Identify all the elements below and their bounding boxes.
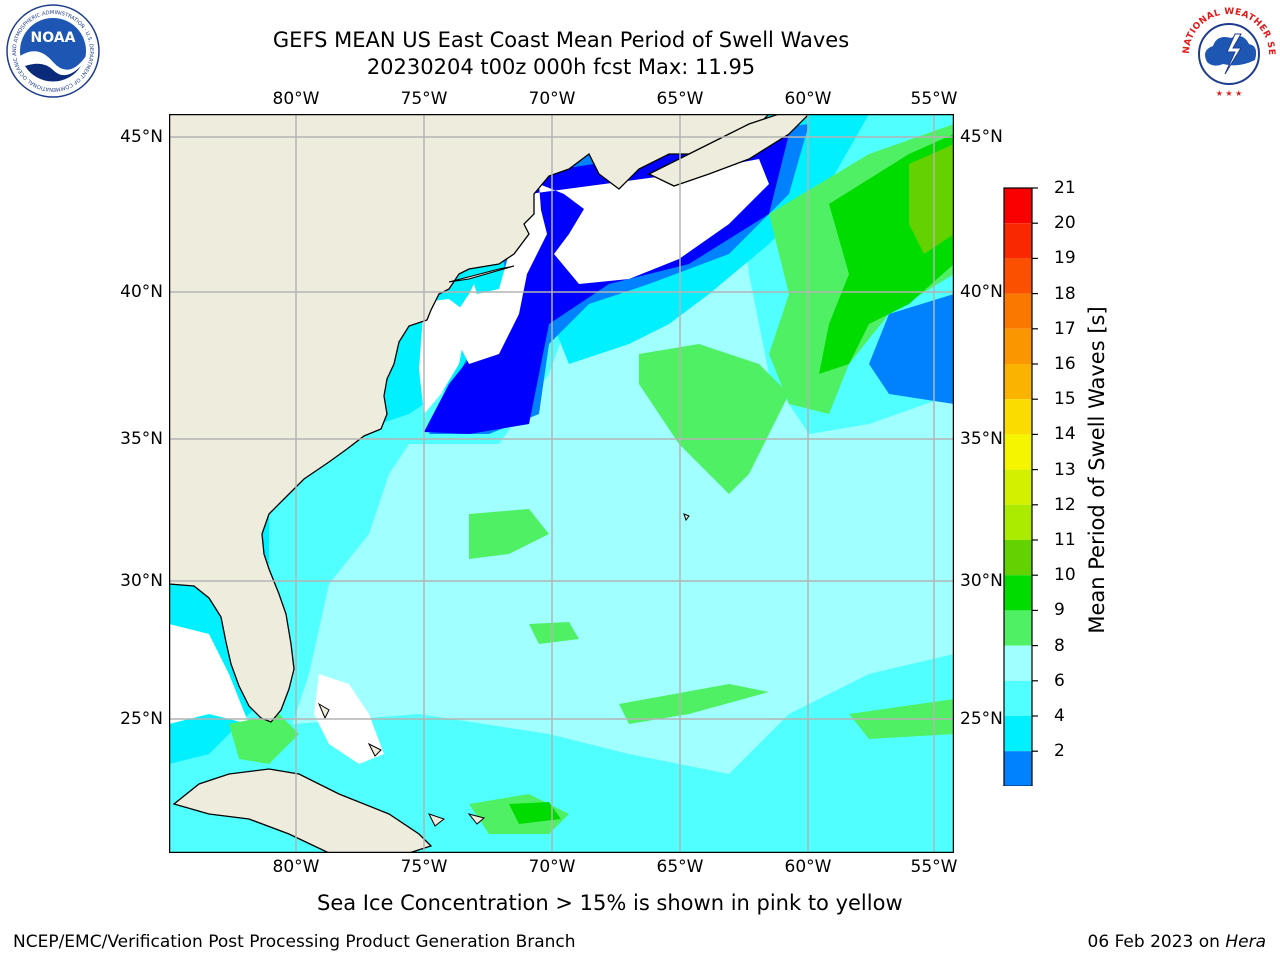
lon-label-top-60w: 60°W xyxy=(784,89,832,109)
lon-label-bottom-70w: 70°W xyxy=(528,857,576,877)
colorbar-tick-label: 2 xyxy=(1054,741,1065,762)
credit-text: NCEP/EMC/Verification Post Processing Pr… xyxy=(13,932,576,952)
noaa-logo-text: NOAA xyxy=(31,30,76,46)
colorbar-segment xyxy=(1004,680,1032,716)
graticule xyxy=(169,114,954,853)
colorbar-tick-label: 9 xyxy=(1054,600,1065,621)
colorbar-segment xyxy=(1004,258,1032,294)
colorbar-segment xyxy=(1004,716,1032,752)
lat-label-left-40n: 40°N xyxy=(120,282,163,302)
colorbar-segment xyxy=(1004,504,1032,540)
colorbar-segment xyxy=(1004,328,1032,364)
date-text: 06 Feb 2023 on xyxy=(1087,932,1226,952)
colorbar-tick-label: 15 xyxy=(1054,389,1076,410)
no-data-florida-west xyxy=(169,624,249,724)
chart-subtitle: 20230204 t00z 000h fcst Max: 11.95 xyxy=(366,55,756,79)
colorbar-segment xyxy=(1004,434,1032,470)
lon-label-bottom-75w: 75°W xyxy=(400,857,448,877)
colorbar-segment xyxy=(1004,399,1032,435)
lat-label-left-45n: 45°N xyxy=(120,127,163,147)
lat-label-right-40n: 40°N xyxy=(960,282,1003,302)
lat-label-right-45n: 45°N xyxy=(960,127,1003,147)
colorbar-segment xyxy=(1004,540,1032,576)
colorbar-segment xyxy=(1004,575,1032,611)
colorbar-segment xyxy=(1004,469,1032,505)
swell-9-10-southeast xyxy=(619,684,769,724)
land-nova-scotia xyxy=(647,114,810,187)
swell-9-10-offshore xyxy=(469,509,549,559)
colorbar-segment xyxy=(1004,188,1032,224)
lon-label-top-65w: 65°W xyxy=(656,89,704,109)
bahamas-islands xyxy=(317,513,690,827)
lon-label-bottom-80w: 80°W xyxy=(272,857,320,877)
colorbar-tick-label: 11 xyxy=(1054,530,1076,550)
colorbar-segment xyxy=(1004,364,1032,400)
colorbar-tick-label: 4 xyxy=(1054,706,1065,726)
lon-label-top-70w: 70°W xyxy=(528,89,576,109)
lat-label-right-25n: 25°N xyxy=(960,709,1003,729)
colorbar-tick-label: 8 xyxy=(1054,635,1065,656)
lon-label-bottom-65w: 65°W xyxy=(656,857,704,877)
swell-10-11-east-strip xyxy=(909,144,954,254)
machine-name: Hera xyxy=(1225,932,1266,952)
colorbar-label: Mean Period of Swell Waves [s] xyxy=(1085,306,1109,634)
colorbar-tick-label: 16 xyxy=(1054,354,1076,374)
colorbar-segment xyxy=(1004,293,1032,329)
colorbar-tick-label: 6 xyxy=(1054,670,1065,691)
colorbar-segment xyxy=(1004,751,1032,786)
colorbar-tick-label: 19 xyxy=(1054,248,1076,269)
lat-label-left-35n: 35°N xyxy=(120,429,163,449)
swell-band-2-4-east xyxy=(869,294,954,404)
lon-label-bottom-55w: 55°W xyxy=(910,857,958,877)
sea-ice-footnote: Sea Ice Concentration > 15% is shown in … xyxy=(317,891,903,915)
lon-label-top-80w: 80°W xyxy=(272,89,320,109)
lat-label-left-25n: 25°N xyxy=(120,709,163,729)
chart-title: GEFS MEAN US East Coast Mean Period of S… xyxy=(272,28,850,52)
colorbar-segment xyxy=(1004,645,1032,681)
land-cuba xyxy=(172,768,433,853)
colorbar-border xyxy=(1003,187,1033,786)
lat-label-left-30n: 30°N xyxy=(120,571,163,591)
swell-10-11-caribbean xyxy=(509,802,561,824)
map-border xyxy=(169,114,954,853)
nws-logo: NATIONAL WEATHER SERVICE ★ ★ ★ xyxy=(1179,4,1276,98)
colorbar-segment xyxy=(1004,223,1032,259)
swell-9-10-central xyxy=(639,344,789,494)
colorbar-tick-label: 14 xyxy=(1054,424,1076,445)
colorbar-segment xyxy=(1004,610,1032,646)
colorbar-tick-label: 21 xyxy=(1054,178,1076,198)
lon-label-bottom-60w: 60°W xyxy=(784,857,832,877)
lon-label-top-75w: 75°W xyxy=(400,89,448,109)
colorbar-tick-label: 13 xyxy=(1054,459,1076,480)
date-stamp: 06 Feb 2023 on Hera xyxy=(1088,932,1266,952)
lat-label-right-35n: 35°N xyxy=(960,429,1003,449)
colorbar-tick-label: 17 xyxy=(1054,318,1076,339)
map-panel xyxy=(169,114,954,853)
swell-9-10-cuba-coast xyxy=(229,714,299,764)
noaa-logo: NOAA NATIONAL OCEANIC AND ATMOSPHERIC AD… xyxy=(3,4,100,98)
lat-label-right-30n: 30°N xyxy=(960,571,1003,591)
land-long-island xyxy=(448,265,515,283)
colorbar-tick-label: 10 xyxy=(1054,565,1076,586)
lon-label-top-55w: 55°W xyxy=(910,89,958,109)
colorbar xyxy=(1003,187,1038,786)
swell-9-10-south xyxy=(529,622,579,644)
no-data-chesapeake xyxy=(419,299,469,414)
colorbar-tick-label: 12 xyxy=(1054,494,1076,515)
colorbar-tick-label: 20 xyxy=(1054,213,1076,234)
colorbar-tick-label: 18 xyxy=(1054,283,1076,304)
swell-band-6-8-south xyxy=(169,654,954,853)
svg-text:★ ★ ★: ★ ★ ★ xyxy=(1216,89,1243,98)
